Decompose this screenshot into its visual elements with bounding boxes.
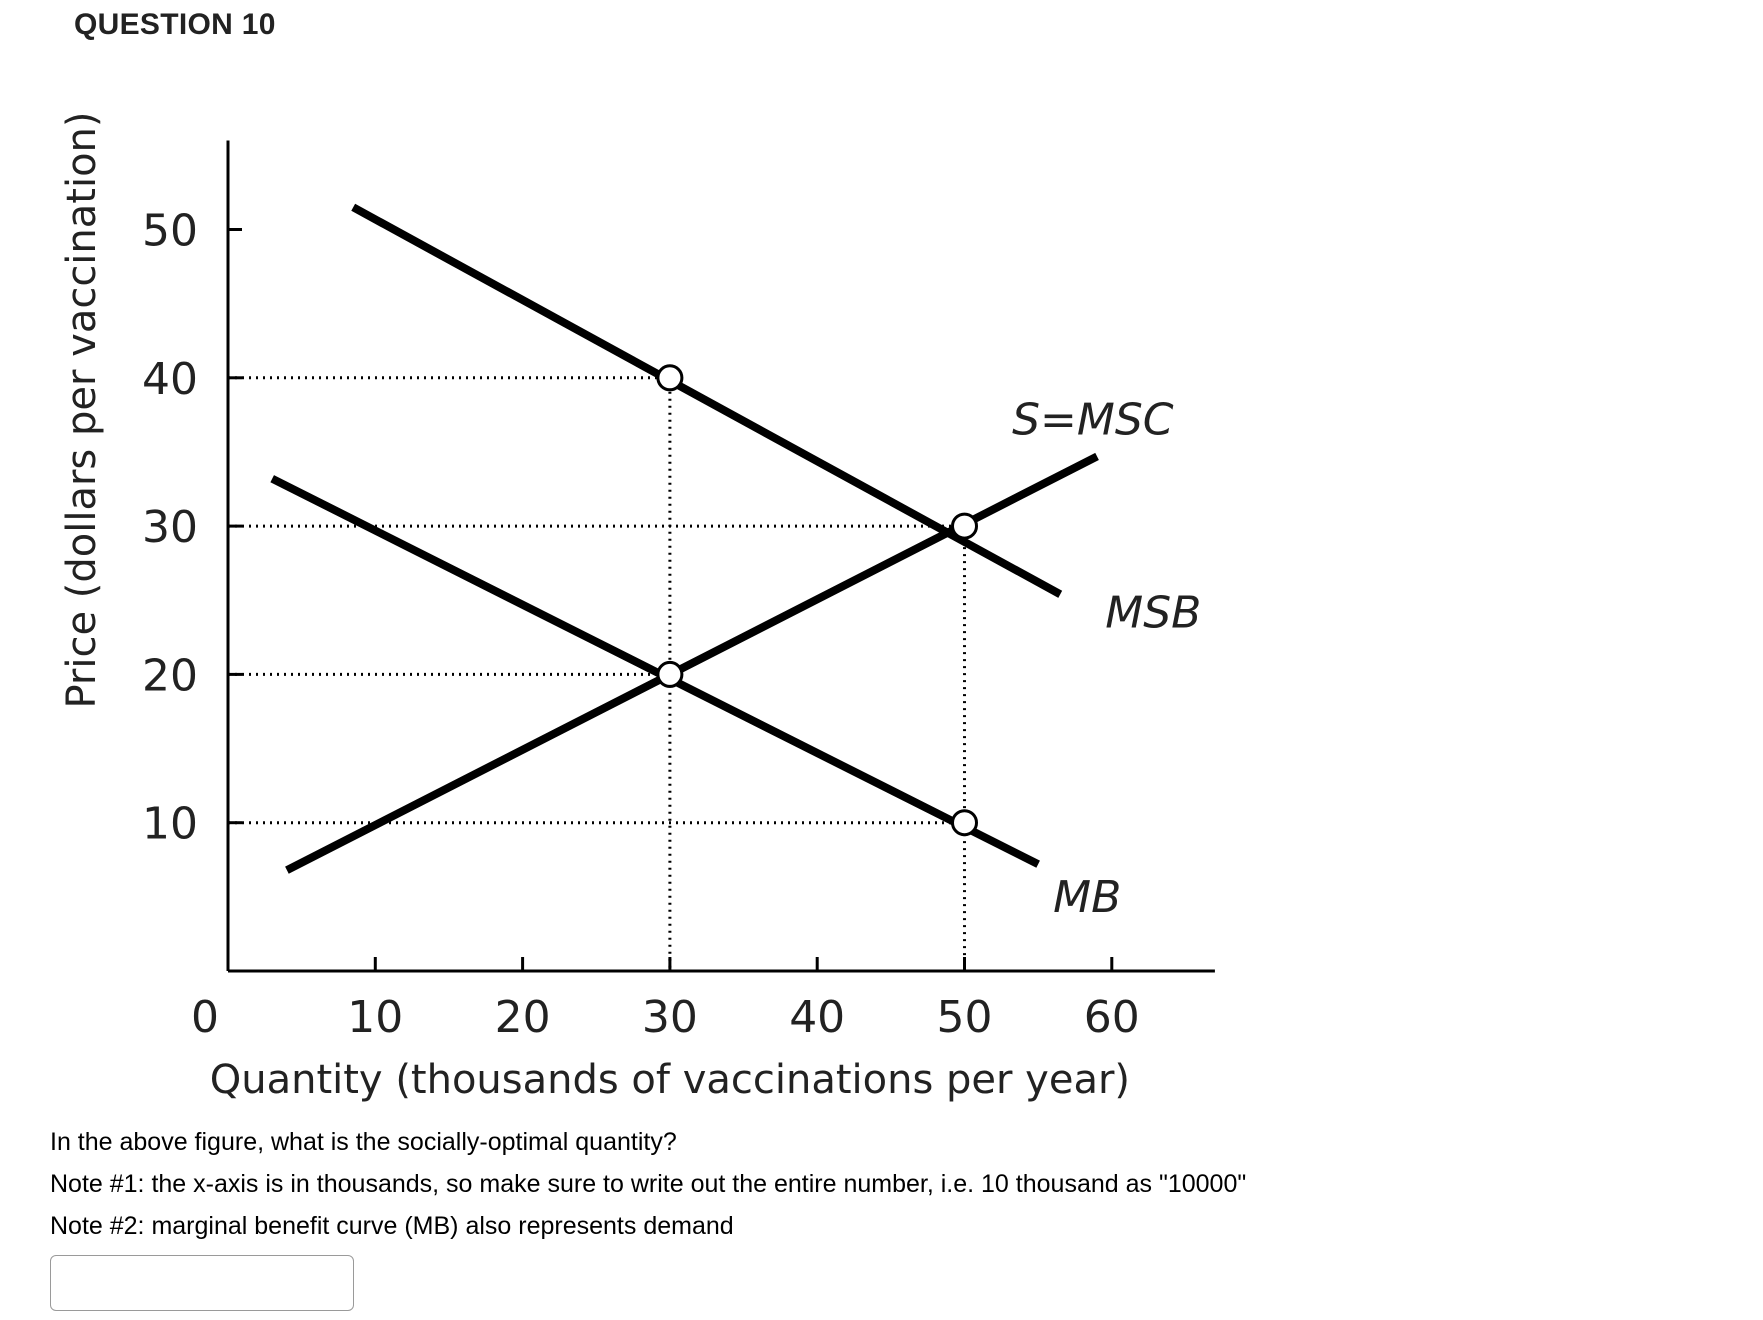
equilibrium-points xyxy=(656,364,978,837)
curve-label-mb: MB xyxy=(1053,872,1121,923)
chart: 10 20 30 40 50 10 20 30 40 50 60 S=MSC MSB MB 0 Quan… xyxy=(59,111,1215,1103)
answer-input[interactable] xyxy=(50,1255,354,1311)
x-tick-label: 50 xyxy=(937,992,993,1043)
x-tick-label: 20 xyxy=(495,992,551,1043)
curve-label-s-msc: S=MSC xyxy=(1012,394,1174,445)
equilibrium-point xyxy=(951,512,978,540)
equilibrium-point xyxy=(951,809,978,837)
curves: S=MSC MSB MB xyxy=(270,203,1201,923)
y-tick-label: 30 xyxy=(142,502,198,553)
note-1: Note #1: the x-axis is in thousands, so … xyxy=(50,1170,1247,1198)
y-tick-label: 20 xyxy=(142,650,198,701)
y-tick-label: 10 xyxy=(142,799,198,850)
axes xyxy=(226,140,1215,973)
origin-tick-label: 0 xyxy=(191,992,219,1043)
x-tick-label: 30 xyxy=(642,992,698,1043)
equilibrium-point xyxy=(656,660,684,688)
question-header: QUESTION 10 xyxy=(74,8,276,41)
x-tick-label: 60 xyxy=(1084,992,1140,1043)
y-axis-label: Price (dollars per vaccination) xyxy=(59,111,105,708)
chart-labels: 0 Quantity (thousands of vaccinations pe… xyxy=(59,111,1130,1103)
curve-msb xyxy=(351,203,1063,598)
y-tick-label: 40 xyxy=(142,354,198,405)
equilibrium-point xyxy=(656,364,684,392)
axis-ticks: 10 20 30 40 50 10 20 30 40 50 60 xyxy=(142,206,1140,1044)
guide-lines xyxy=(228,376,966,971)
curve-mb xyxy=(270,475,1040,868)
x-axis-label: Quantity (thousands of vaccinations per … xyxy=(210,1057,1130,1103)
question-prompt: In the above figure, what is the sociall… xyxy=(50,1128,677,1156)
y-tick-label: 50 xyxy=(142,206,198,257)
note-2: Note #2: marginal benefit curve (MB) als… xyxy=(50,1212,734,1240)
x-tick-label: 40 xyxy=(789,992,845,1043)
curve-label-msb: MSB xyxy=(1105,587,1201,638)
x-tick-label: 10 xyxy=(347,992,403,1043)
